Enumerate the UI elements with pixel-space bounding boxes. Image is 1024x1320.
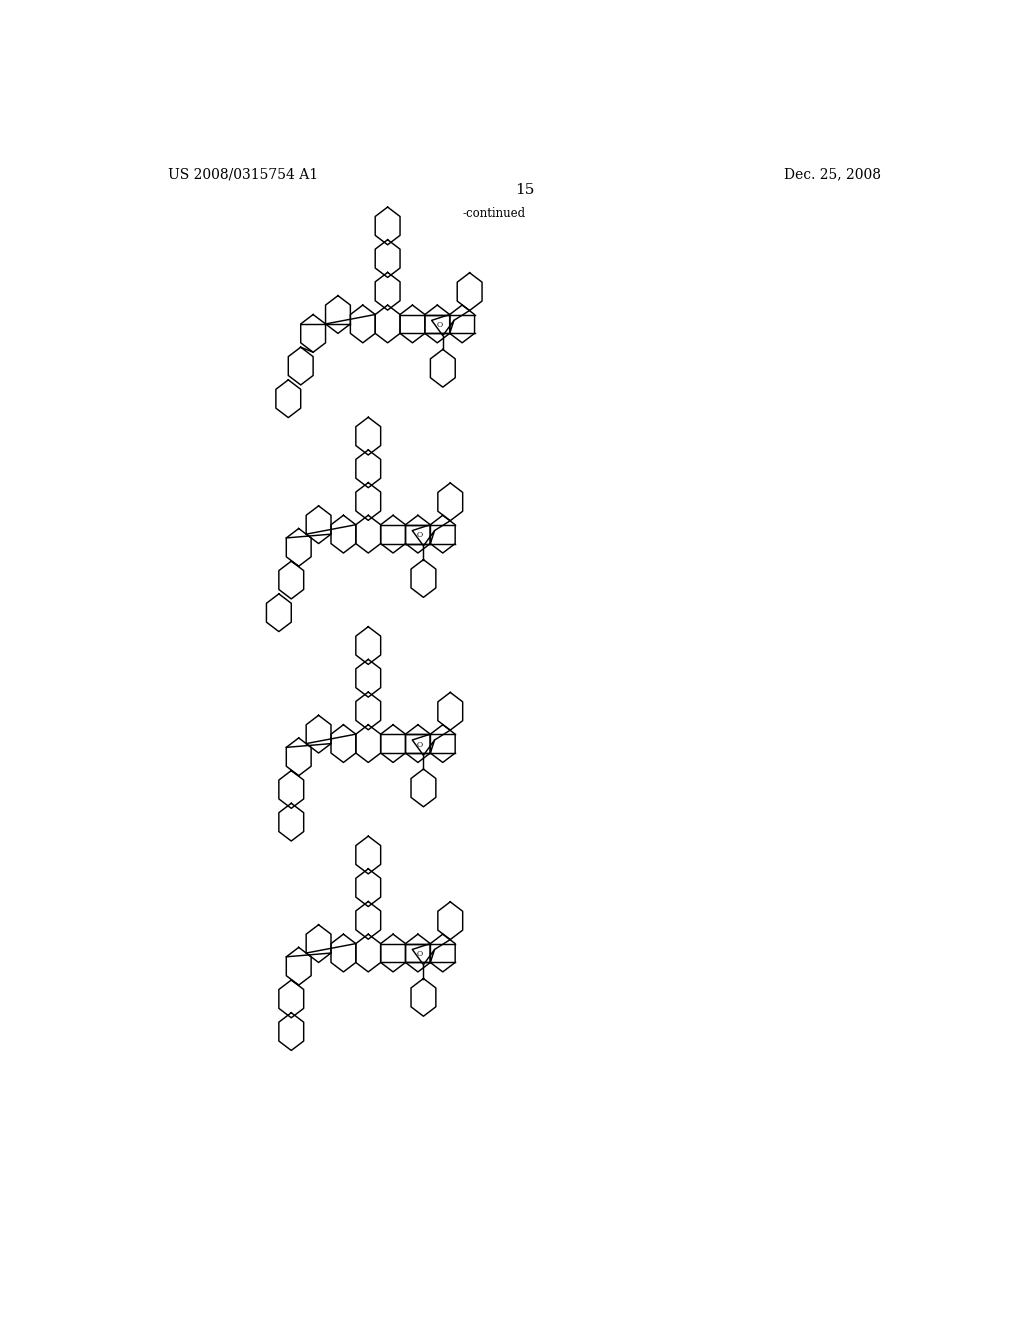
- Text: O: O: [417, 741, 423, 748]
- Text: O: O: [417, 532, 423, 540]
- Text: O: O: [417, 950, 423, 958]
- Text: -continued: -continued: [462, 207, 525, 220]
- Text: 15: 15: [515, 183, 535, 197]
- Text: Dec. 25, 2008: Dec. 25, 2008: [784, 168, 882, 182]
- Text: O: O: [436, 321, 442, 329]
- Text: US 2008/0315754 A1: US 2008/0315754 A1: [168, 168, 318, 182]
